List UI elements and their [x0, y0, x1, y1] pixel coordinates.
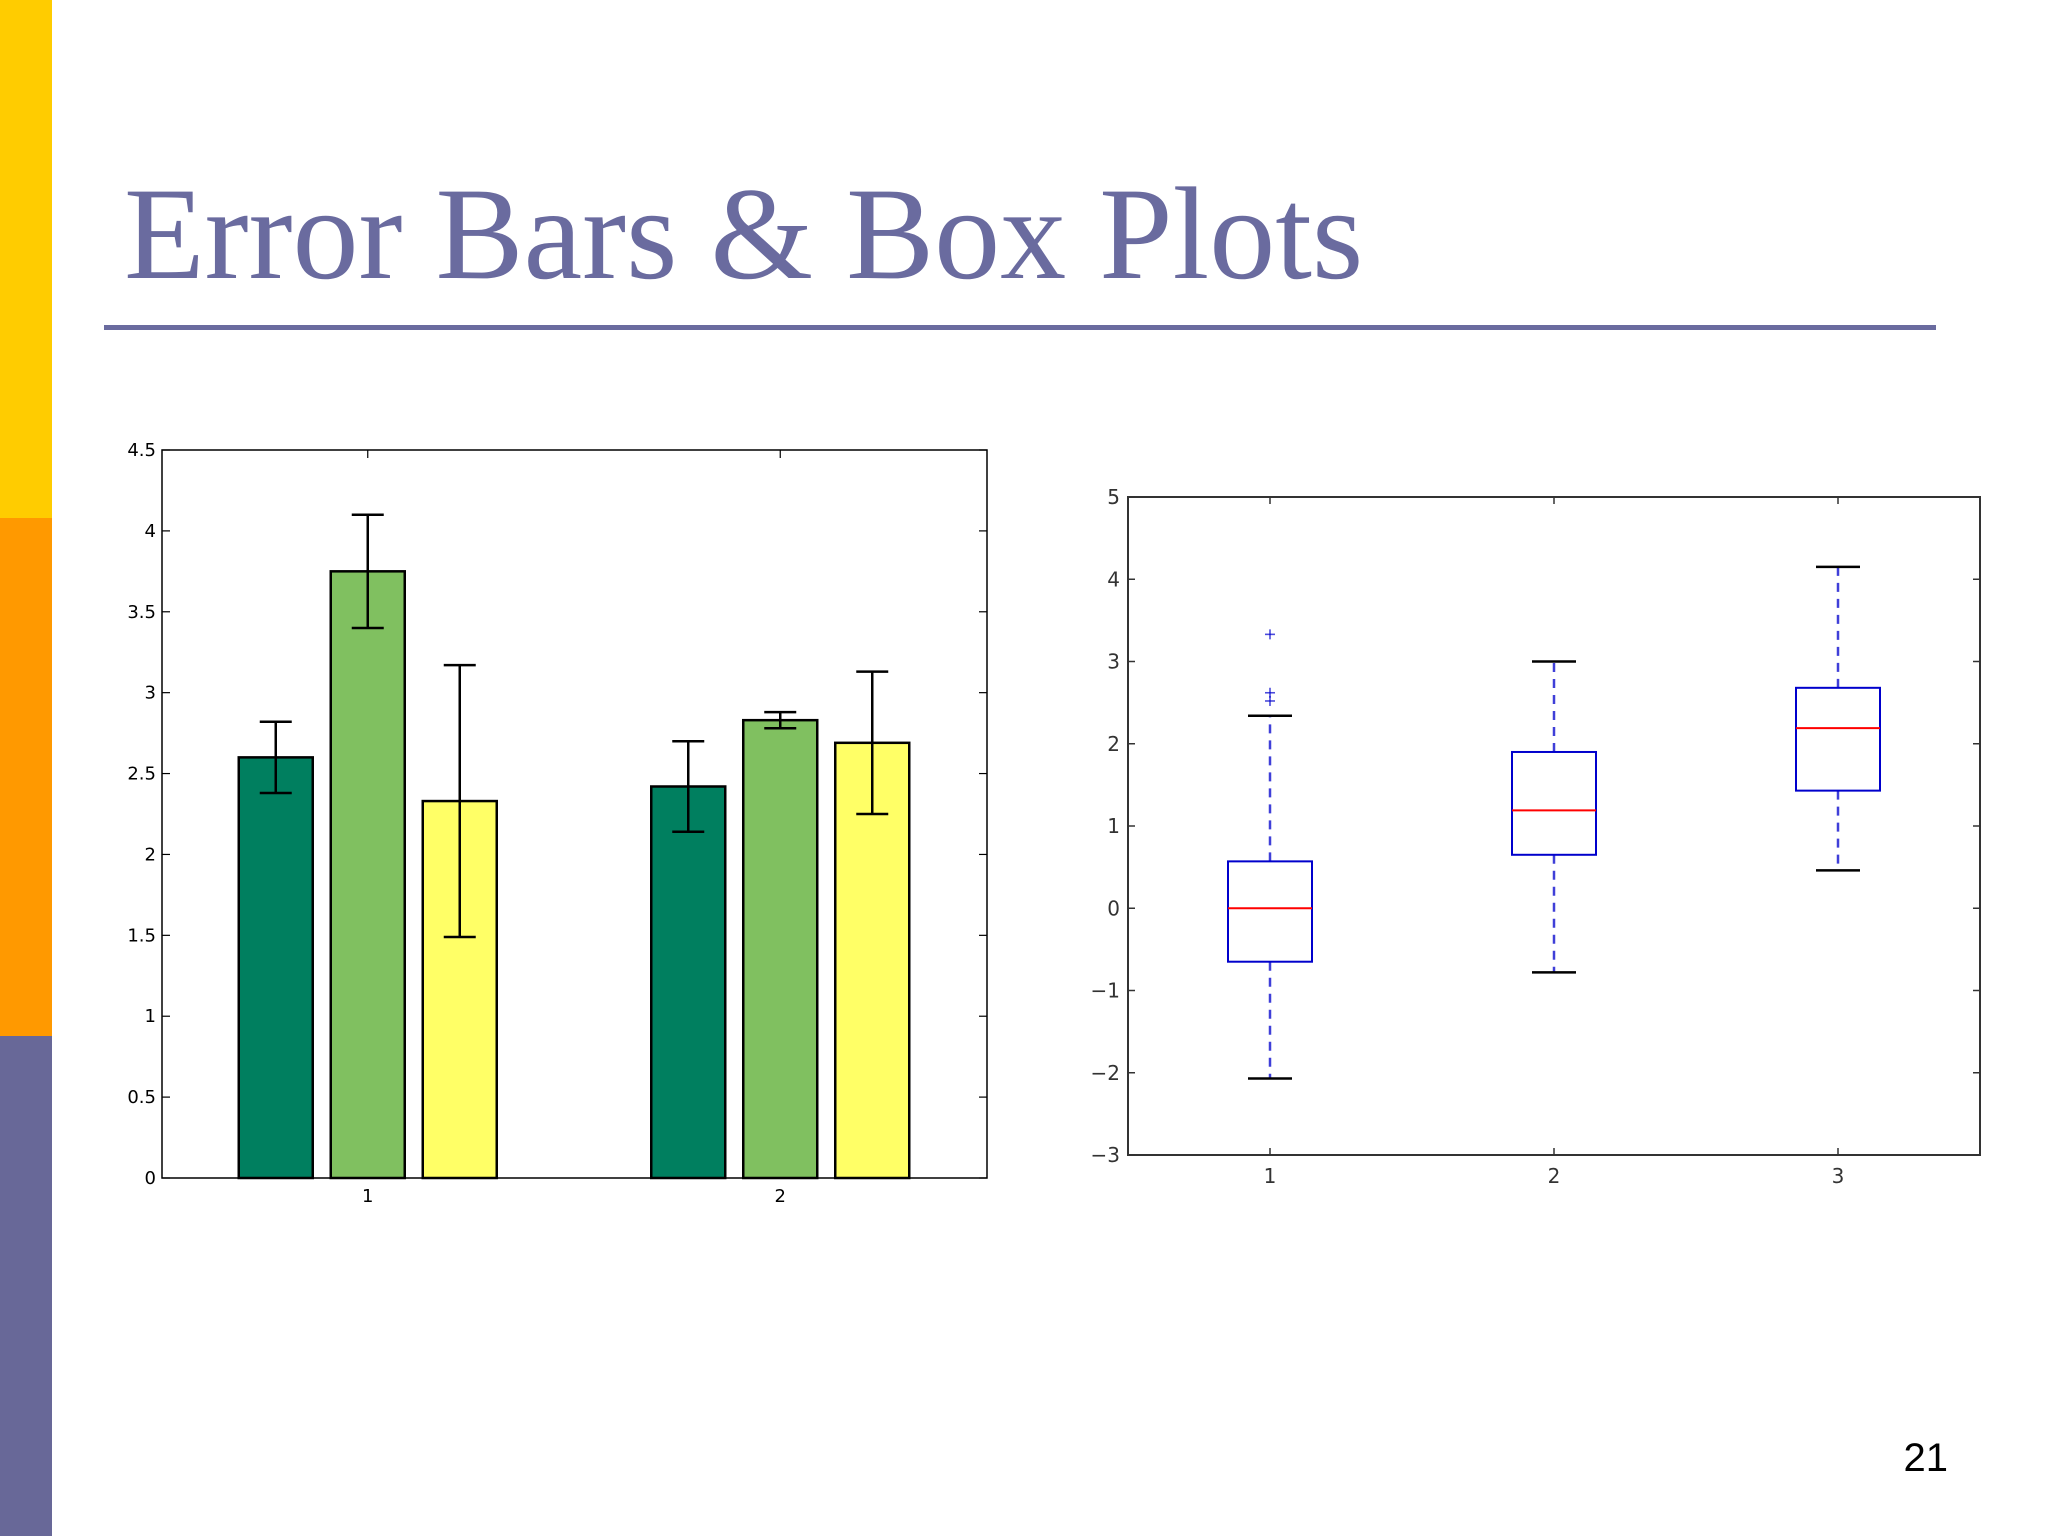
box-iqr — [1227, 860, 1313, 963]
y-tick-label: 0 — [145, 1168, 156, 1189]
bar — [237, 756, 314, 1180]
bar-chart-errorbars: 0 0.5 1 1.5 2 2.5 3 3.5 4 4.5 1 2 — [127, 440, 988, 1207]
y-tick-label: 3 — [145, 683, 156, 704]
y-tick-label: −2 — [1091, 1061, 1120, 1085]
y-tick-label: 0 — [1107, 896, 1120, 920]
box-iqr — [1795, 686, 1881, 792]
y-tick-label: 3.5 — [127, 602, 156, 623]
title-underline — [104, 325, 1936, 330]
y-tick-label: 1 — [145, 1006, 156, 1027]
y-tick-label: 4.5 — [127, 440, 156, 461]
y-tick-label: −3 — [1091, 1143, 1120, 1167]
page-number: 21 — [1903, 1436, 1949, 1480]
x-tick-label: 2 — [1548, 1164, 1561, 1188]
y-tick-label: 2 — [145, 844, 156, 865]
y-tick-label: 1.5 — [127, 925, 156, 946]
box-plot-chart: −3 −2 −1 0 1 2 3 4 5 1 2 3 — [1091, 485, 1981, 1188]
bar — [834, 741, 911, 1180]
accent-stripe-orange — [0, 518, 52, 1036]
y-tick-label: −1 — [1091, 979, 1120, 1003]
x-tick-label: 1 — [362, 1186, 373, 1207]
bar — [742, 718, 819, 1180]
slide-title: Error Bars & Box Plots — [124, 160, 1364, 307]
x-tick-label: 3 — [1832, 1164, 1845, 1188]
y-tick-label: 0.5 — [127, 1087, 156, 1108]
y-tick-label: 2.5 — [127, 764, 156, 785]
plot-frame — [1127, 496, 1981, 1156]
y-tick-label: 4 — [145, 521, 156, 542]
accent-stripe-purple — [0, 1036, 52, 1536]
y-tick-label: 2 — [1107, 732, 1120, 756]
y-tick-label: 1 — [1107, 814, 1120, 838]
y-tick-label: 3 — [1107, 650, 1120, 674]
x-tick-label: 1 — [1264, 1164, 1277, 1188]
bar — [329, 570, 406, 1180]
box-iqr — [1511, 750, 1597, 856]
y-tick-label: 5 — [1107, 485, 1120, 509]
x-tick-label: 2 — [775, 1186, 786, 1207]
bar — [650, 785, 727, 1180]
accent-stripe-yellow — [0, 0, 52, 518]
y-tick-label: 4 — [1107, 567, 1120, 591]
